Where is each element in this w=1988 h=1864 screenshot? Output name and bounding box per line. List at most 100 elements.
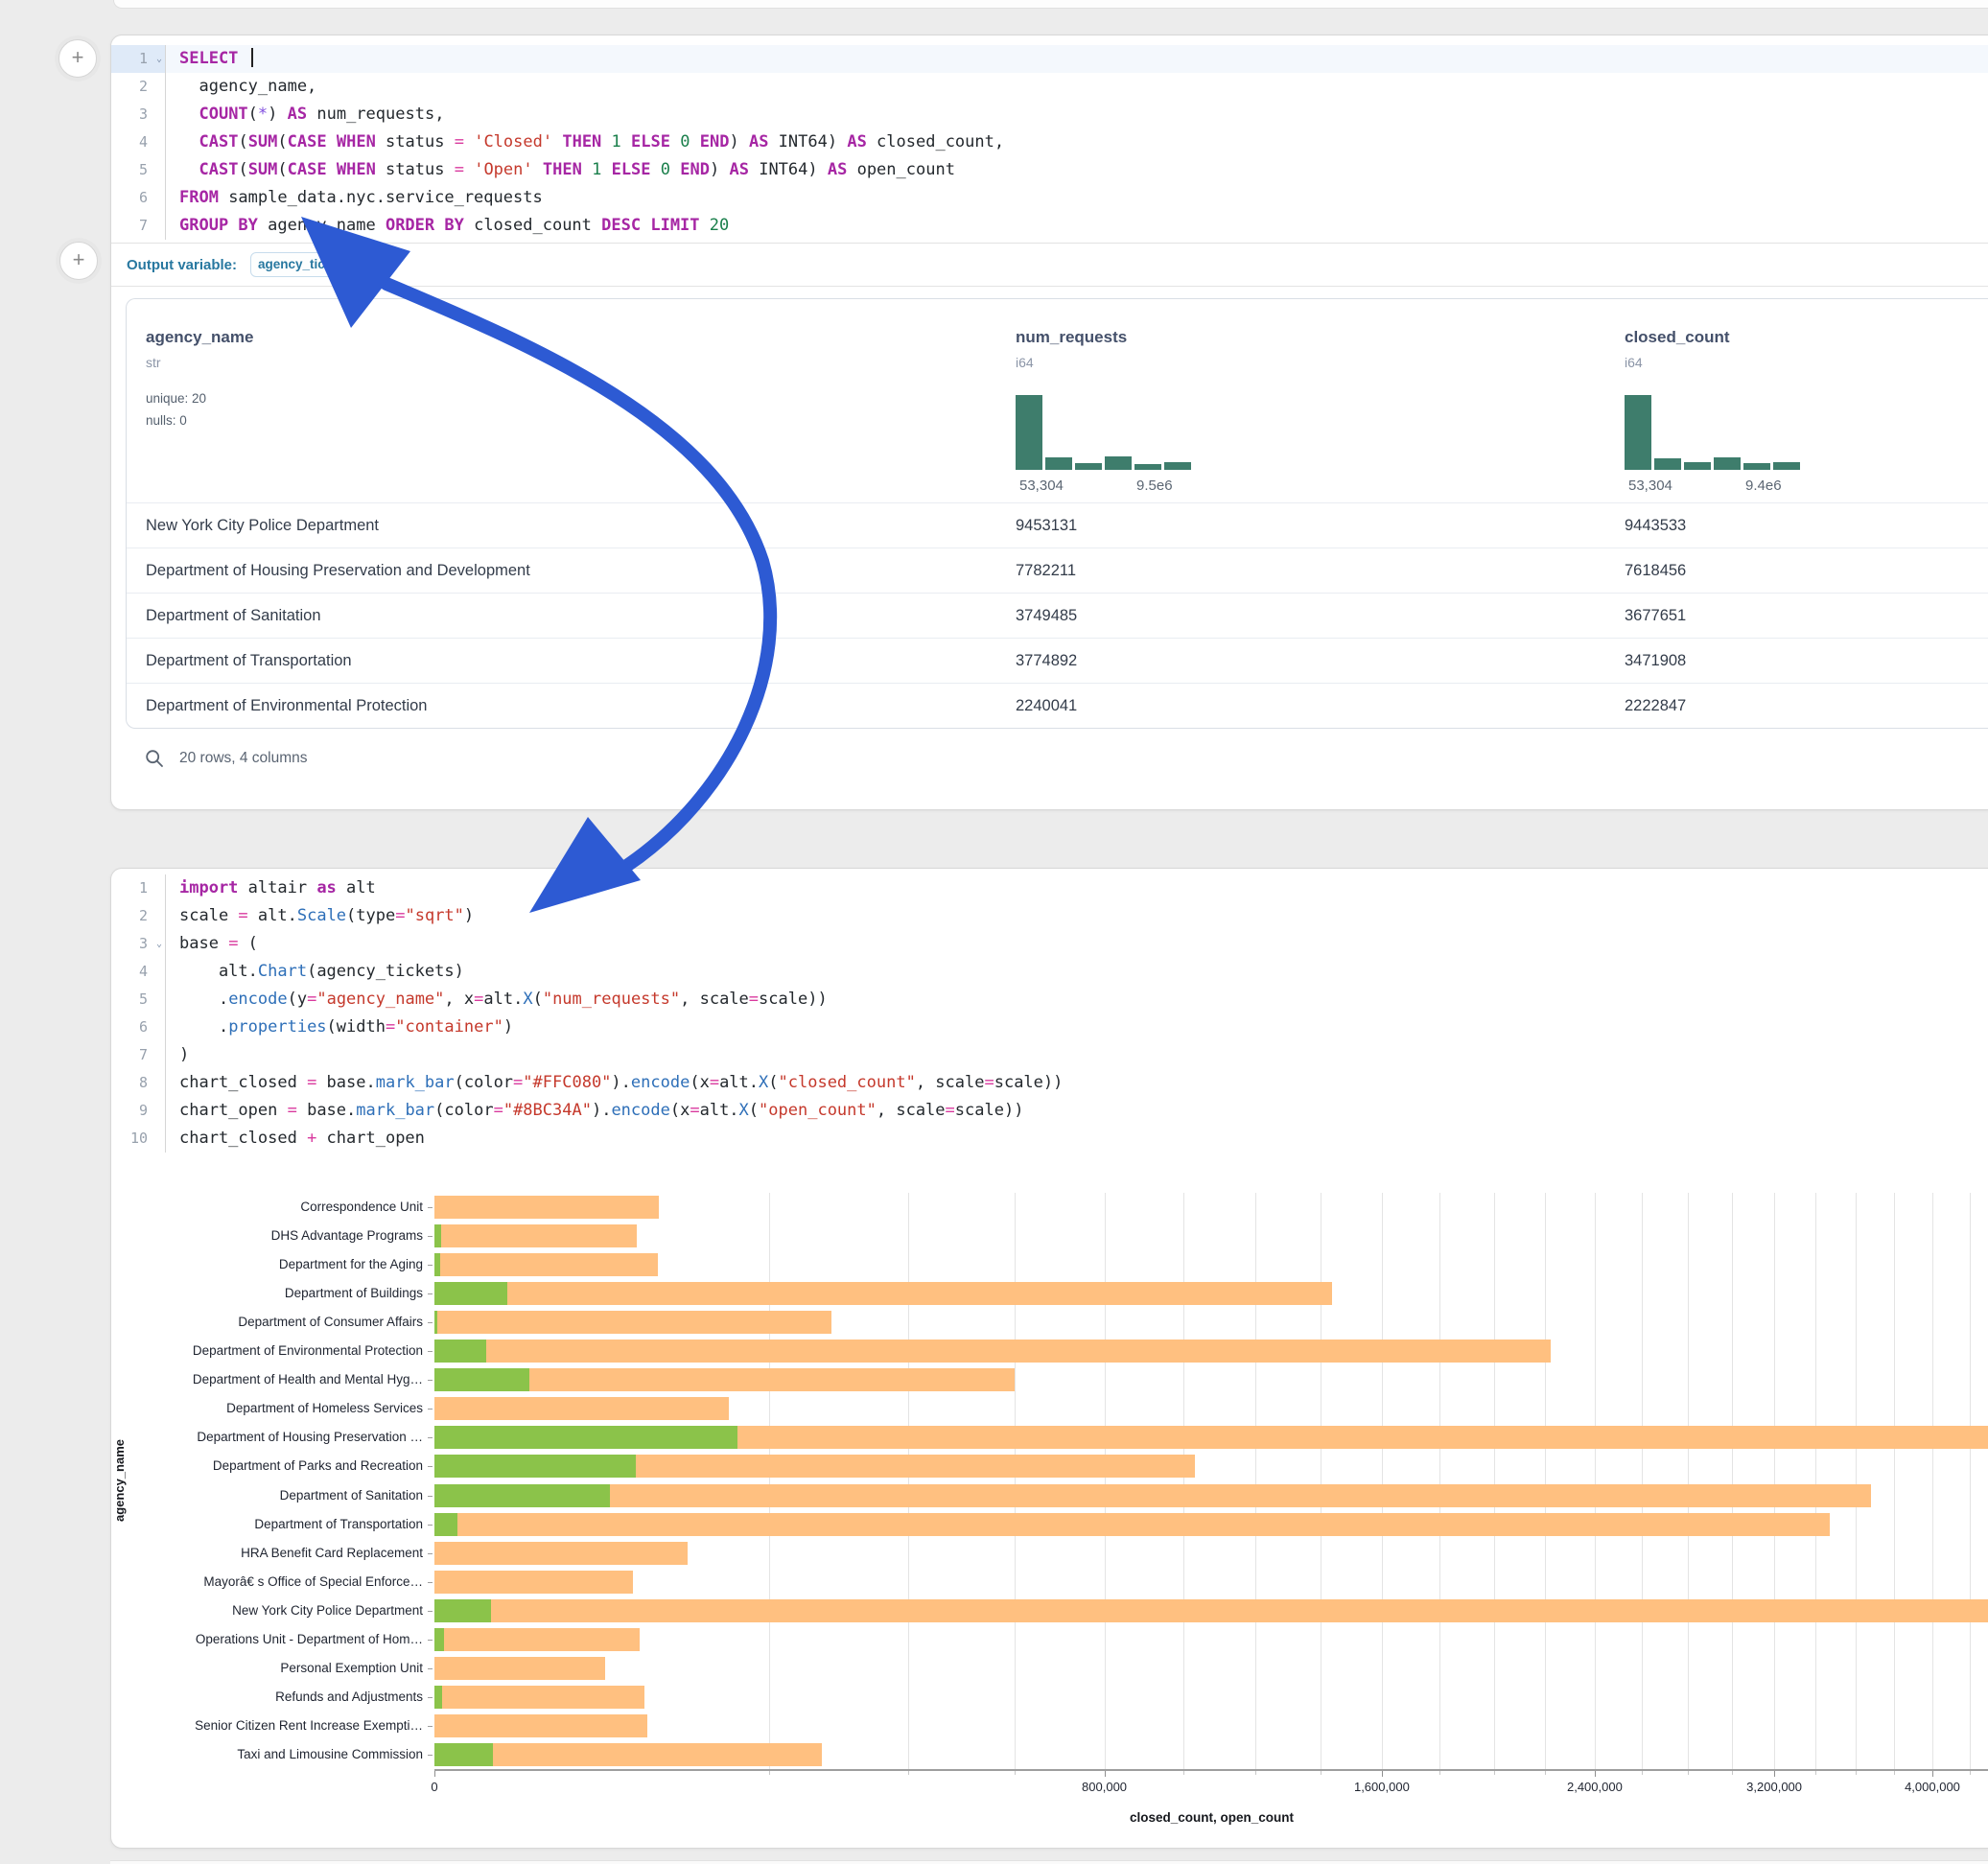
closed-count-bar xyxy=(434,1714,647,1737)
code-text: alt.Chart(agency_tickets) xyxy=(166,958,464,986)
code-token: base. xyxy=(297,1101,356,1120)
histogram-min-label: 53,304 xyxy=(1019,478,1064,494)
code-token: Chart xyxy=(258,962,307,981)
open-count-bar xyxy=(434,1628,444,1651)
cell-agency-name: Department of Transportation xyxy=(146,639,352,683)
open-count-bar xyxy=(434,1455,636,1478)
code-token: . xyxy=(179,1017,228,1037)
code-line[interactable]: 9chart_open = base.mark_bar(color="#8BC3… xyxy=(111,1097,1988,1125)
histogram-bar xyxy=(1016,395,1042,470)
y-axis-tick xyxy=(428,1697,433,1698)
code-token: FROM xyxy=(179,188,219,207)
cell-closed-count: 3471908 xyxy=(1625,639,1686,683)
altair-bar-chart: closed_count, open_count agency_name Cor… xyxy=(111,1185,1988,1837)
line-number: 10 xyxy=(111,1125,166,1153)
add-cell-button-output[interactable]: + xyxy=(59,242,98,280)
cell-num-requests: 9453131 xyxy=(1016,503,1077,548)
y-axis-tick xyxy=(428,1726,433,1727)
x-axis-minor-tick xyxy=(1642,1771,1643,1775)
code-line[interactable]: 3 COUNT(*) AS num_requests, xyxy=(111,101,1988,128)
code-line[interactable]: 8chart_closed = base.mark_bar(color="#FF… xyxy=(111,1069,1988,1097)
grid-line xyxy=(1815,1193,1816,1769)
grid-line xyxy=(1894,1193,1895,1769)
table-row[interactable]: Department of Environmental Protection22… xyxy=(127,683,1988,729)
code-line[interactable]: 4 CAST(SUM(CASE WHEN status = 'Closed' T… xyxy=(111,128,1988,156)
table-row[interactable]: Department of Transportation377489234719… xyxy=(127,638,1988,684)
line-fold-chevron-icon[interactable]: ⌄ xyxy=(156,930,162,958)
code-token: 0 xyxy=(680,132,690,151)
code-token: alt. xyxy=(248,906,297,925)
code-token xyxy=(464,132,474,151)
cell-agency-name: Department of Housing Preservation and D… xyxy=(146,548,530,593)
x-axis-tick xyxy=(434,1771,435,1777)
line-fold-chevron-icon[interactable]: ⌄ xyxy=(156,45,162,73)
column-header[interactable]: closed_counti6453,3049.4e6 xyxy=(1625,299,1988,502)
code-token xyxy=(621,132,631,151)
grid-line xyxy=(1545,1193,1546,1769)
code-line[interactable]: 3⌄base = ( xyxy=(111,930,1988,958)
code-line[interactable]: 5 CAST(SUM(CASE WHEN status = 'Open' THE… xyxy=(111,156,1988,184)
code-line[interactable]: 1⌄SELECT xyxy=(111,45,1988,73)
code-line[interactable]: 10chart_closed + chart_open xyxy=(111,1125,1988,1153)
code-token: (x xyxy=(690,1073,709,1092)
code-line[interactable]: 4 alt.Chart(agency_tickets) xyxy=(111,958,1988,986)
code-token: = xyxy=(307,990,316,1009)
x-axis-minor-tick xyxy=(1815,1771,1816,1775)
code-line[interactable]: 1import altair as alt xyxy=(111,874,1988,902)
code-line[interactable]: 6FROM sample_data.nyc.service_requests xyxy=(111,184,1988,212)
y-axis-tick xyxy=(428,1553,433,1554)
python-code-editor[interactable]: 1import altair as alt2scale = alt.Scale(… xyxy=(111,874,1988,1153)
histogram-bar xyxy=(1134,464,1161,470)
search-icon[interactable] xyxy=(145,749,164,768)
code-line[interactable]: 2 agency_name, xyxy=(111,73,1988,101)
add-cell-button-top[interactable]: + xyxy=(58,39,97,78)
code-line[interactable]: 2scale = alt.Scale(type="sqrt") xyxy=(111,902,1988,930)
code-line[interactable]: 6 .properties(width="container") xyxy=(111,1014,1988,1041)
y-axis-label: Department of Transportation xyxy=(111,1510,423,1539)
code-token: ) xyxy=(710,160,729,179)
x-axis-tick xyxy=(1595,1771,1596,1777)
code-line[interactable]: 7GROUP BY agency_name ORDER BY closed_co… xyxy=(111,212,1988,240)
closed-count-bar xyxy=(434,1542,688,1565)
code-token: import xyxy=(179,878,238,897)
x-axis-tick xyxy=(1932,1771,1933,1777)
column-header[interactable]: agency_namestrunique: 20nulls: 0 xyxy=(146,299,721,502)
histogram-bar xyxy=(1075,463,1102,470)
line-number: 2 xyxy=(111,73,166,101)
code-token: num_requests, xyxy=(307,105,444,124)
code-token: 0 xyxy=(661,160,670,179)
table-row[interactable]: Department of Sanitation37494853677651 xyxy=(127,593,1988,639)
line-number: 3 xyxy=(111,101,166,128)
code-token: = xyxy=(946,1101,955,1120)
open-count-bar xyxy=(434,1311,437,1334)
column-header[interactable]: num_requestsi6453,3049.5e6 xyxy=(1016,299,1591,502)
code-line[interactable]: 7) xyxy=(111,1041,1988,1069)
output-variable-bar: Output variable: agency_tickets xyxy=(111,243,1988,287)
code-token: ) xyxy=(729,132,748,151)
closed-count-bar xyxy=(434,1224,637,1247)
code-token: "num_requests" xyxy=(543,990,680,1009)
code-token: "#FFC080" xyxy=(523,1073,611,1092)
code-text: GROUP BY agency_name ORDER BY closed_cou… xyxy=(166,212,729,240)
table-row[interactable]: Department of Housing Preservation and D… xyxy=(127,548,1988,594)
y-axis-label: Operations Unit - Department of Hom… xyxy=(111,1625,423,1654)
table-row[interactable]: New York City Police Department945313194… xyxy=(127,502,1988,548)
column-name: closed_count xyxy=(1625,328,1730,347)
sql-code-editor[interactable]: 1⌄SELECT 2 agency_name,3 COUNT(*) AS num… xyxy=(111,45,1988,240)
code-line[interactable]: 5 .encode(y="agency_name", x=alt.X("num_… xyxy=(111,986,1988,1014)
closed-count-bar xyxy=(434,1599,1988,1622)
grid-line xyxy=(1105,1193,1106,1769)
grid-line xyxy=(1255,1193,1256,1769)
output-variable-pill[interactable]: agency_tickets xyxy=(250,252,335,277)
open-count-bar xyxy=(434,1513,457,1536)
code-token: ( xyxy=(277,132,287,151)
x-axis-tick xyxy=(1382,1771,1383,1777)
column-name: num_requests xyxy=(1016,328,1127,347)
x-axis-minor-tick xyxy=(1439,1771,1440,1775)
code-token: Scale xyxy=(297,906,346,925)
histogram-bar xyxy=(1684,462,1711,470)
line-number: 1⌄ xyxy=(111,45,166,73)
code-token: scale)) xyxy=(759,990,828,1009)
chart-plot-area xyxy=(434,1193,1988,1769)
output-variable-label: Output variable: xyxy=(127,257,237,273)
